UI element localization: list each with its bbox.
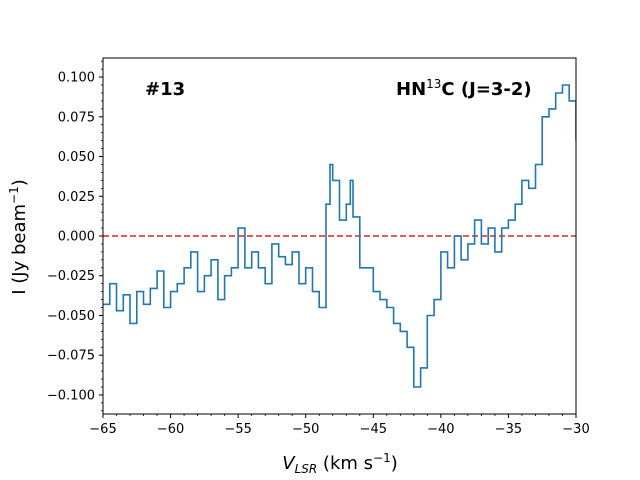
- y-tick-label: −0.075: [47, 349, 95, 364]
- line-label: HN13C (J=3-2): [396, 77, 532, 100]
- x-tick-label: −55: [224, 422, 251, 437]
- y-tick-label: −0.050: [47, 309, 95, 324]
- y-tick-label: 0.100: [58, 71, 95, 86]
- y-tick-label: −0.025: [47, 269, 95, 284]
- y-axis-title: I (Jy beam−1): [7, 179, 30, 295]
- y-tick-label: 0.050: [58, 150, 95, 165]
- x-tick-label: −50: [292, 422, 319, 437]
- y-tick-label: 0.075: [58, 110, 95, 125]
- line-label-superscript: 13: [426, 77, 441, 91]
- tick-layer: −65 −60 −55 −50 −45 −40 −35 −30 −0.100 −0.075 −0.0…: [47, 60, 590, 437]
- panel-label: #13: [145, 79, 185, 100]
- x-tick-label: −65: [89, 422, 116, 437]
- x-tick-label: −45: [360, 422, 387, 437]
- x-tick-label: −30: [562, 422, 589, 437]
- plot-frame: [102, 57, 577, 415]
- spectrum-series-line: [103, 84, 576, 388]
- y-tick-label: 0.025: [58, 190, 95, 205]
- x-tick-label: −60: [157, 422, 184, 437]
- y-tick-label: 0.000: [58, 230, 95, 245]
- x-axis-title: VLSR (km s−1): [282, 451, 398, 476]
- x-tick-label: −40: [427, 422, 454, 437]
- x-tick-label: −35: [495, 422, 522, 437]
- y-tick-label: −0.100: [47, 388, 95, 403]
- plot-layer: [103, 84, 576, 388]
